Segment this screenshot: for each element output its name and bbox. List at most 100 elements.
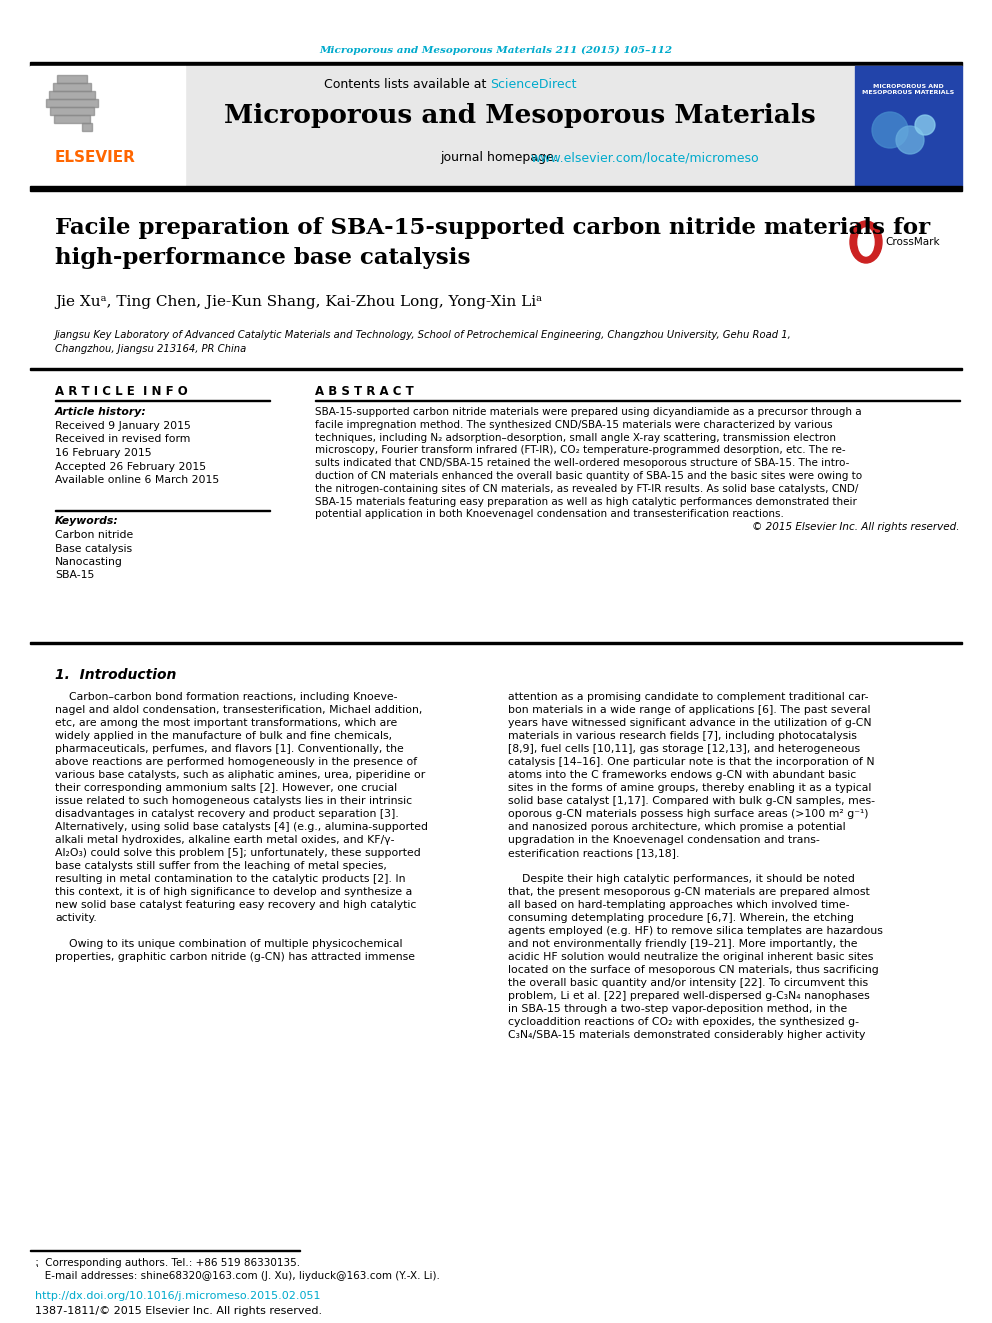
Text: MESOPOROUS MATERIALS: MESOPOROUS MATERIALS (862, 90, 954, 95)
Bar (855, 66, 962, 187)
Text: E-mail addresses: shine68320@163.com (J. Xu), liyduck@163.com (Y.-X. Li).: E-mail addresses: shine68320@163.com (J.… (35, 1271, 439, 1281)
Text: Facile preparation of SBA-15-supported carbon nitride materials for: Facile preparation of SBA-15-supported c… (55, 217, 930, 239)
Text: upgradation in the Knoevenagel condensation and trans-: upgradation in the Knoevenagel condensat… (508, 835, 819, 845)
Text: materials in various research fields [7], including photocatalysis: materials in various research fields [7]… (508, 732, 857, 741)
Text: Received 9 January 2015: Received 9 January 2015 (55, 421, 190, 431)
Text: new solid base catalyst featuring easy recovery and high catalytic: new solid base catalyst featuring easy r… (55, 900, 417, 910)
Text: activity.: activity. (55, 913, 97, 923)
Bar (54, 115, 90, 123)
Text: Carbon nitride: Carbon nitride (55, 531, 133, 540)
Text: A R T I C L E  I N F O: A R T I C L E I N F O (55, 385, 187, 398)
Text: Nanocasting: Nanocasting (55, 557, 123, 568)
Text: widely applied in the manufacture of bulk and fine chemicals,: widely applied in the manufacture of bul… (55, 732, 392, 741)
Text: Owing to its unique combination of multiple physicochemical: Owing to its unique combination of multi… (55, 939, 403, 949)
Ellipse shape (850, 221, 882, 263)
Text: resulting in metal contamination to the catalytic products [2]. In: resulting in metal contamination to the … (55, 875, 406, 884)
Text: 16 February 2015: 16 February 2015 (55, 448, 152, 458)
Text: consuming detemplating procedure [6,7]. Wherein, the etching: consuming detemplating procedure [6,7]. … (508, 913, 854, 923)
Text: issue related to such homogeneous catalysts lies in their intrinsic: issue related to such homogeneous cataly… (55, 796, 412, 806)
Bar (30, 368, 962, 369)
Text: journal homepage:: journal homepage: (440, 152, 562, 164)
Text: Jie Xuᵃ, Ting Chen, Jie-Kun Shang, Kai-Zhou Long, Yong-Xin Liᵃ: Jie Xuᵃ, Ting Chen, Jie-Kun Shang, Kai-Z… (55, 295, 542, 310)
Text: Changzhou, Jiangsu 213164, PR China: Changzhou, Jiangsu 213164, PR China (55, 344, 246, 355)
Text: duction of CN materials enhanced the overall basic quantity of SBA-15 and the ba: duction of CN materials enhanced the ove… (315, 471, 862, 482)
Text: sults indicated that CND/SBA-15 retained the well-ordered mesoporous structure o: sults indicated that CND/SBA-15 retained… (315, 458, 849, 468)
Text: CrossMark: CrossMark (885, 237, 939, 247)
Text: various base catalysts, such as aliphatic amines, urea, piperidine or: various base catalysts, such as aliphati… (55, 770, 426, 781)
Text: bon materials in a wide range of applications [6]. The past several: bon materials in a wide range of applica… (508, 705, 871, 714)
Text: catalysis [14–16]. One particular note is that the incorporation of N: catalysis [14–16]. One particular note i… (508, 757, 875, 767)
Text: Microporous and Mesoporous Materials: Microporous and Mesoporous Materials (224, 102, 815, 127)
Bar (46, 99, 98, 107)
Text: solid base catalyst [1,17]. Compared with bulk g-CN samples, mes-: solid base catalyst [1,17]. Compared wit… (508, 796, 875, 806)
Text: nagel and aldol condensation, transesterification, Michael addition,: nagel and aldol condensation, transester… (55, 705, 423, 714)
Text: this context, it is of high significance to develop and synthesize a: this context, it is of high significance… (55, 886, 413, 897)
Text: base catalysts still suffer from the leaching of metal species,: base catalysts still suffer from the lea… (55, 861, 387, 871)
Text: http://dx.doi.org/10.1016/j.micromeso.2015.02.051: http://dx.doi.org/10.1016/j.micromeso.20… (35, 1291, 320, 1301)
Text: the nitrogen-containing sites of CN materials, as revealed by FT-IR results. As : the nitrogen-containing sites of CN mate… (315, 484, 858, 493)
Bar (855, 66, 962, 187)
Text: facile impregnation method. The synthesized CND/SBA-15 materials were characteri: facile impregnation method. The synthesi… (315, 419, 832, 430)
Bar (49, 91, 95, 99)
Text: above reactions are performed homogeneously in the presence of: above reactions are performed homogeneou… (55, 757, 417, 767)
Bar (30, 642, 962, 643)
Bar (82, 123, 92, 131)
Circle shape (896, 126, 924, 153)
Text: alkali metal hydroxides, alkaline earth metal oxides, and KF/γ-: alkali metal hydroxides, alkaline earth … (55, 835, 395, 845)
Text: and not environmentally friendly [19–21]. More importantly, the: and not environmentally friendly [19–21]… (508, 939, 857, 949)
Text: ELSEVIER: ELSEVIER (55, 151, 136, 165)
Text: located on the surface of mesoporous CN materials, thus sacrificing: located on the surface of mesoporous CN … (508, 964, 879, 975)
Text: Al₂O₃) could solve this problem [5]; unfortunately, these supported: Al₂O₃) could solve this problem [5]; unf… (55, 848, 421, 859)
Ellipse shape (858, 228, 874, 255)
Text: 1387-1811/© 2015 Elsevier Inc. All rights reserved.: 1387-1811/© 2015 Elsevier Inc. All right… (35, 1306, 322, 1316)
Text: atoms into the C frameworks endows g-CN with abundant basic: atoms into the C frameworks endows g-CN … (508, 770, 856, 781)
Text: © 2015 Elsevier Inc. All rights reserved.: © 2015 Elsevier Inc. All rights reserved… (753, 523, 960, 532)
Text: MICROPOROUS AND: MICROPOROUS AND (873, 83, 943, 89)
Text: Contents lists available at: Contents lists available at (323, 78, 490, 91)
Text: 1.  Introduction: 1. Introduction (55, 668, 177, 681)
Text: Available online 6 March 2015: Available online 6 March 2015 (55, 475, 219, 486)
Text: Carbon–carbon bond formation reactions, including Knoeve-: Carbon–carbon bond formation reactions, … (55, 692, 398, 703)
Circle shape (915, 115, 935, 135)
Text: SBA-15 materials featuring easy preparation as well as high catalytic performanc: SBA-15 materials featuring easy preparat… (315, 496, 857, 507)
Text: Alternatively, using solid base catalysts [4] (e.g., alumina-supported: Alternatively, using solid base catalyst… (55, 822, 428, 832)
Text: in SBA-15 through a two-step vapor-deposition method, in the: in SBA-15 through a two-step vapor-depos… (508, 1004, 847, 1013)
Text: all based on hard-templating approaches which involved time-: all based on hard-templating approaches … (508, 900, 849, 910)
Text: ScienceDirect: ScienceDirect (490, 78, 576, 91)
Bar (30, 62, 962, 66)
Text: [8,9], fuel cells [10,11], gas storage [12,13], and heterogeneous: [8,9], fuel cells [10,11], gas storage [… (508, 744, 860, 754)
Text: potential application in both Knoevenagel condensation and transesterification r: potential application in both Knoevenage… (315, 509, 784, 520)
Text: Microporous and Mesoporous Materials 211 (2015) 105–112: Microporous and Mesoporous Materials 211… (319, 45, 673, 54)
Text: Jiangsu Key Laboratory of Advanced Catalytic Materials and Technology, School of: Jiangsu Key Laboratory of Advanced Catal… (55, 329, 792, 340)
Text: etc, are among the most important transformations, which are: etc, are among the most important transf… (55, 718, 397, 728)
Text: SBA-15-supported carbon nitride materials were prepared using dicyandiamide as a: SBA-15-supported carbon nitride material… (315, 407, 862, 417)
Text: Accepted 26 February 2015: Accepted 26 February 2015 (55, 462, 206, 471)
Text: disadvantages in catalyst recovery and product separation [3].: disadvantages in catalyst recovery and p… (55, 808, 399, 819)
Text: microscopy, Fourier transform infrared (FT-IR), CO₂ temperature-programmed desor: microscopy, Fourier transform infrared (… (315, 446, 845, 455)
Text: esterification reactions [13,18].: esterification reactions [13,18]. (508, 848, 680, 859)
Text: years have witnessed significant advance in the utilization of g-CN: years have witnessed significant advance… (508, 718, 872, 728)
Text: acidic HF solution would neutralize the original inherent basic sites: acidic HF solution would neutralize the … (508, 953, 873, 962)
Text: Despite their high catalytic performances, it should be noted: Despite their high catalytic performance… (508, 875, 855, 884)
Bar (57, 75, 87, 83)
Text: problem, Li et al. [22] prepared well-dispersed g-C₃N₄ nanophases: problem, Li et al. [22] prepared well-di… (508, 991, 870, 1002)
Bar (185, 66, 855, 187)
Bar (30, 66, 185, 187)
Text: SBA-15: SBA-15 (55, 570, 94, 581)
Circle shape (872, 112, 908, 148)
Text: C₃N₄/SBA-15 materials demonstrated considerably higher activity: C₃N₄/SBA-15 materials demonstrated consi… (508, 1031, 865, 1040)
Text: oporous g-CN materials possess high surface areas (>100 m² g⁻¹): oporous g-CN materials possess high surf… (508, 808, 869, 819)
Text: A B S T R A C T: A B S T R A C T (315, 385, 414, 398)
Text: Article history:: Article history: (55, 407, 147, 417)
Text: that, the present mesoporous g-CN materials are prepared almost: that, the present mesoporous g-CN materi… (508, 886, 870, 897)
Text: sites in the forms of amine groups, thereby enabling it as a typical: sites in the forms of amine groups, ther… (508, 783, 871, 792)
Text: attention as a promising candidate to complement traditional car-: attention as a promising candidate to co… (508, 692, 869, 703)
Text: the overall basic quantity and/or intensity [22]. To circumvent this: the overall basic quantity and/or intens… (508, 978, 868, 988)
Text: their corresponding ammonium salts [2]. However, one crucial: their corresponding ammonium salts [2]. … (55, 783, 397, 792)
Text: www.elsevier.com/locate/micromeso: www.elsevier.com/locate/micromeso (530, 152, 759, 164)
Text: properties, graphitic carbon nitride (g-CN) has attracted immense: properties, graphitic carbon nitride (g-… (55, 953, 415, 962)
Bar (50, 107, 94, 115)
Bar (30, 187, 962, 191)
Text: pharmaceuticals, perfumes, and flavors [1]. Conventionally, the: pharmaceuticals, perfumes, and flavors [… (55, 744, 404, 754)
Text: and nanosized porous architecture, which promise a potential: and nanosized porous architecture, which… (508, 822, 845, 832)
